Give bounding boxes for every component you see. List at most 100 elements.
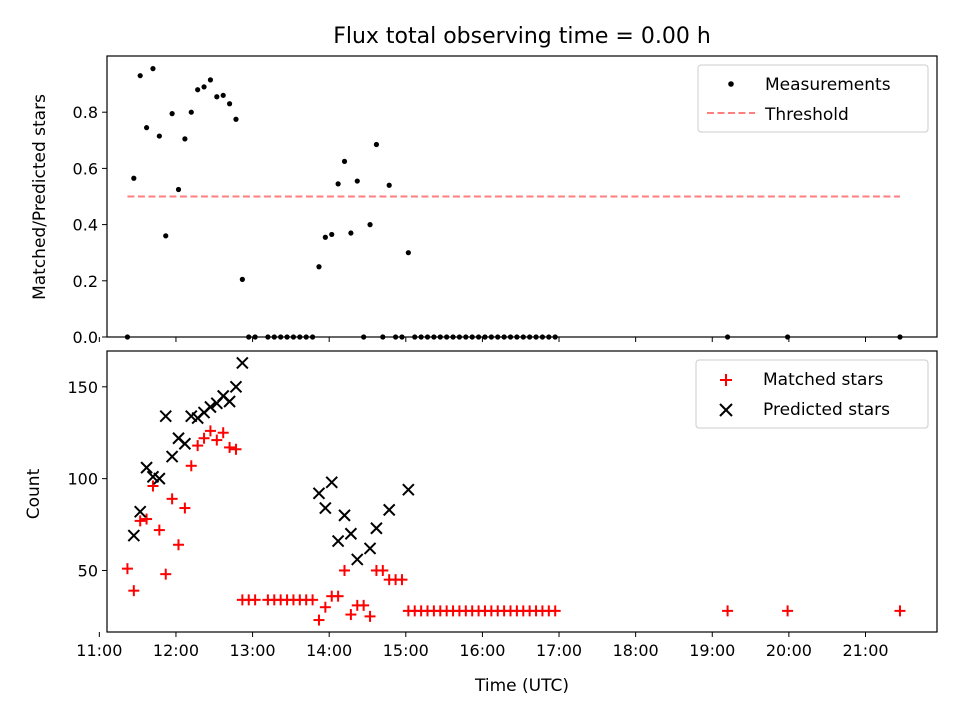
x-axis-label: Time (UTC) (474, 676, 569, 696)
measurement-point (175, 186, 182, 193)
measurement-point (405, 250, 411, 256)
predicted-star-point (351, 553, 364, 566)
y-tick-label: 100 (67, 470, 98, 489)
bottom-axes-frame (106, 350, 938, 633)
bottom-x-ticks: 11:00 12:00 13:00 14:00 15:00 16:00 17:00 18:00… (76, 632, 889, 660)
measurement-point (150, 66, 156, 72)
matched-star-point (198, 432, 210, 444)
chart-title: Flux total observing time = 0.00 h (333, 24, 711, 49)
top-panel: Matched/Predicted stars 0.00.20.40.60.8 … (30, 55, 938, 347)
measurement-point (131, 175, 137, 181)
measurement-point (386, 182, 392, 188)
measurement-point (373, 141, 380, 148)
bottom-plot-marks (121, 356, 906, 626)
measurement-point (201, 84, 207, 90)
matched-star-point (153, 524, 165, 536)
matched-star-point (377, 564, 389, 576)
measurement-point (367, 222, 373, 228)
matched-star-point (166, 493, 178, 505)
measurement-point (341, 158, 348, 164)
matched-star-point (204, 425, 216, 437)
top-axes-frame (106, 55, 938, 338)
matched-star-point (160, 568, 172, 580)
matched-star-point (313, 614, 325, 626)
y-tick-label: 0.8 (73, 103, 98, 122)
y-tick-label: 150 (67, 378, 98, 397)
measurement-point (214, 94, 220, 100)
matched-star-point (894, 605, 906, 617)
matched-star-point (179, 502, 191, 514)
top-y-ticks: 0.0 0.2 0.4 0.6 0.8 (73, 103, 107, 347)
matched-star-point (121, 563, 133, 575)
predicted-star-point (140, 461, 153, 474)
measurement-point (163, 233, 169, 239)
measurement-point (354, 178, 360, 184)
predicted-star-point (223, 395, 236, 408)
matched-star-point (217, 427, 229, 439)
measurement-point (188, 109, 194, 115)
matched-star-point (722, 605, 734, 617)
x-tick-label: 15:00 (383, 641, 429, 660)
legend-label-predicted: Predicted stars (763, 400, 890, 420)
y-tick-label: 0.0 (73, 328, 98, 347)
measurement-point (156, 133, 162, 139)
bottom-legend-box (695, 359, 929, 429)
x-tick-label: 19:00 (689, 641, 735, 660)
predicted-star-point (204, 400, 217, 414)
measurement-point (335, 181, 341, 187)
measurement-point (239, 276, 245, 282)
matched-star-point (396, 574, 408, 586)
top-x-ticks (98, 337, 866, 342)
matched-star-point (185, 460, 197, 472)
legend-label-matched: Matched stars (763, 370, 883, 390)
measurement-point (143, 125, 150, 131)
matched-star-point (141, 513, 153, 525)
measurement-point (329, 231, 335, 238)
measurement-point (322, 234, 328, 240)
predicted-star-point (312, 487, 326, 500)
measurement-point (169, 111, 175, 117)
measurement-point (195, 87, 201, 93)
predicted-star-point (178, 437, 192, 450)
predicted-star-point (236, 356, 249, 370)
bottom-y-axis-label: Count (24, 468, 44, 519)
predicted-star-point (344, 527, 358, 540)
predicted-star-point (402, 483, 415, 496)
x-tick-label: 12:00 (153, 641, 199, 660)
legend-marker-predicted (719, 403, 733, 417)
matched-star-point (230, 443, 242, 455)
predicted-star-point (338, 509, 351, 522)
matched-star-point (332, 590, 344, 602)
top-legend: Measurements Threshold (697, 64, 929, 133)
matched-star-point (339, 564, 351, 576)
y-tick-label: 50 (78, 561, 98, 580)
matched-star-point (345, 609, 357, 621)
matched-star-point (358, 599, 370, 611)
measurement-point (316, 264, 322, 270)
predicted-star-point (229, 380, 243, 394)
x-tick-label: 18:00 (613, 641, 659, 660)
predicted-star-point (133, 505, 147, 518)
matched-star-point (128, 585, 140, 597)
x-tick-label: 17:00 (536, 641, 582, 660)
matched-star-point (249, 594, 261, 606)
matched-star-point (192, 440, 204, 452)
measurement-point (207, 77, 214, 83)
measurement-point (348, 230, 354, 236)
bottom-y-ticks: 50 100 150 (67, 378, 107, 580)
measurement-point (233, 116, 239, 122)
matched-star-point (319, 601, 331, 613)
matched-star-point (549, 605, 561, 617)
x-tick-label: 21:00 (842, 641, 888, 660)
predicted-star-point (319, 501, 332, 515)
matched-star-point (173, 539, 185, 551)
legend-marker-matched (720, 374, 732, 386)
predicted-star-point (153, 472, 166, 485)
x-tick-label: 14:00 (306, 641, 352, 660)
legend-label-measurements: Measurements (765, 75, 891, 95)
y-tick-label: 0.6 (73, 159, 98, 178)
bottom-panel: Count 50 100 150 11:00 12:00 13:00 14:00 15:00… (24, 350, 938, 660)
predicted-star-point (159, 409, 172, 423)
top-y-axis-label: Matched/Predicted stars (30, 94, 50, 300)
